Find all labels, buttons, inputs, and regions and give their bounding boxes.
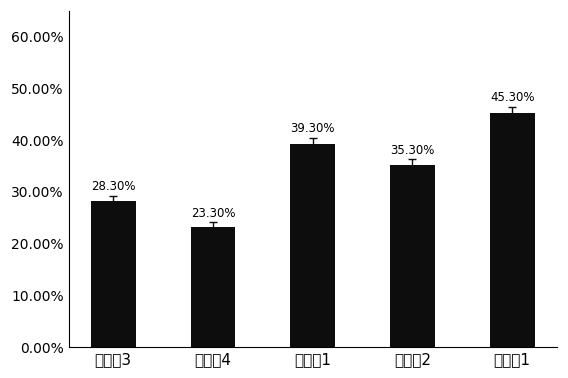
Bar <box>490 113 534 347</box>
Text: 23.30%: 23.30% <box>191 207 235 220</box>
Bar <box>390 164 435 347</box>
Bar <box>190 227 235 347</box>
Text: 45.30%: 45.30% <box>490 91 534 104</box>
Text: 35.30%: 35.30% <box>390 144 435 157</box>
Bar <box>91 201 136 347</box>
Text: 39.30%: 39.30% <box>290 122 335 135</box>
Text: 28.30%: 28.30% <box>91 180 136 193</box>
Bar <box>290 144 335 347</box>
